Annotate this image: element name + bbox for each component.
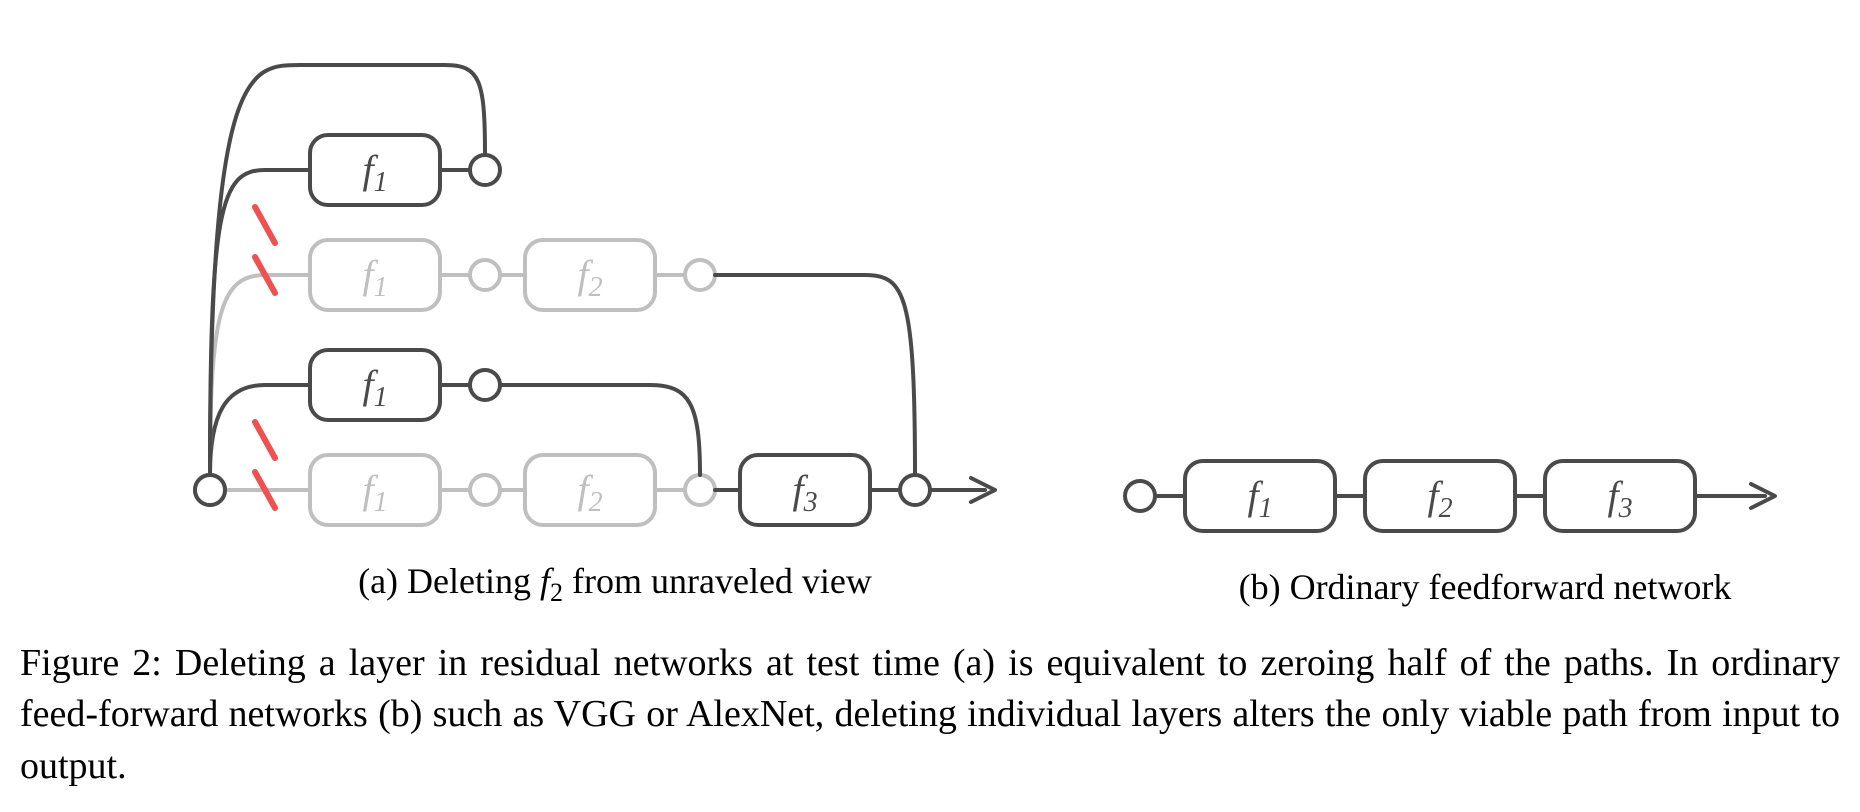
panel-a-caption-sub: 2 — [550, 578, 563, 607]
panel-b-caption: (b) Ordinary feedforward network — [1239, 566, 1732, 608]
figure-2: f1f2f3f1f1f2f1 (a) Deleting f2 from unra… — [20, 20, 1840, 792]
panel-a-caption-f: f — [540, 561, 550, 601]
panel-b: f1f2f3 (b) Ordinary feedforward network — [1110, 26, 1860, 608]
panel-a: f1f2f3f1f1f2f1 (a) Deleting f2 from unra… — [180, 20, 1050, 608]
panel-a-svg: f1f2f3f1f1f2f1 — [180, 20, 1050, 540]
panel-b-svg: f1f2f3 — [1110, 26, 1860, 546]
panel-b-caption-text: (b) Ordinary feedforward network — [1239, 567, 1732, 607]
figure-panels: f1f2f3f1f1f2f1 (a) Deleting f2 from unra… — [20, 20, 1840, 608]
panel-a-caption-suffix: from unraveled view — [563, 561, 872, 601]
figure-caption: Figure 2: Deleting a layer in residual n… — [20, 638, 1840, 792]
panel-a-caption-prefix: (a) Deleting — [358, 561, 540, 601]
figure-number: Figure 2: Deleting a layer in residual n… — [20, 642, 1840, 787]
panel-a-caption: (a) Deleting f2 from unraveled view — [358, 560, 872, 608]
